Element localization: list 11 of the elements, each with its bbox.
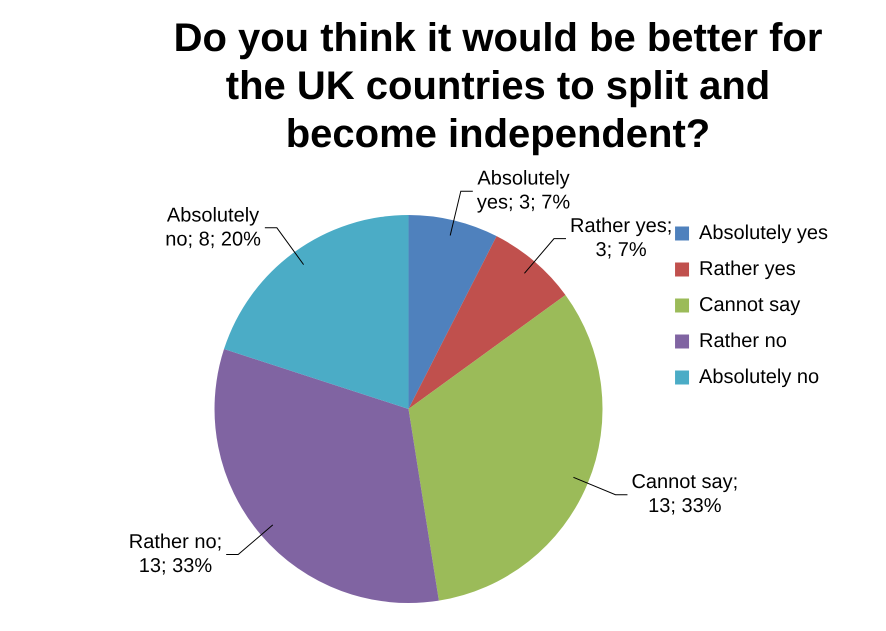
data-label: Absolutely yes; 3; 7%: [476, 168, 570, 214]
legend-label: Absolutely no: [699, 366, 820, 388]
data-label: Rather yes; 3; 7%: [570, 215, 672, 262]
legend-label: Rather no: [699, 330, 787, 352]
data-label: Rather no; 13; 33%: [128, 530, 222, 577]
legend-label: Rather yes: [699, 258, 796, 280]
data-label: Absolutely no; 8; 20%: [165, 204, 262, 250]
legend-label: Cannot say: [699, 294, 800, 316]
legend-label: Absolutely yes: [699, 222, 828, 244]
chart-title: Do you think it would be better for the UK countries to split and become independent?: [174, 16, 822, 156]
data-label: Cannot say; 13; 33%: [631, 471, 738, 518]
